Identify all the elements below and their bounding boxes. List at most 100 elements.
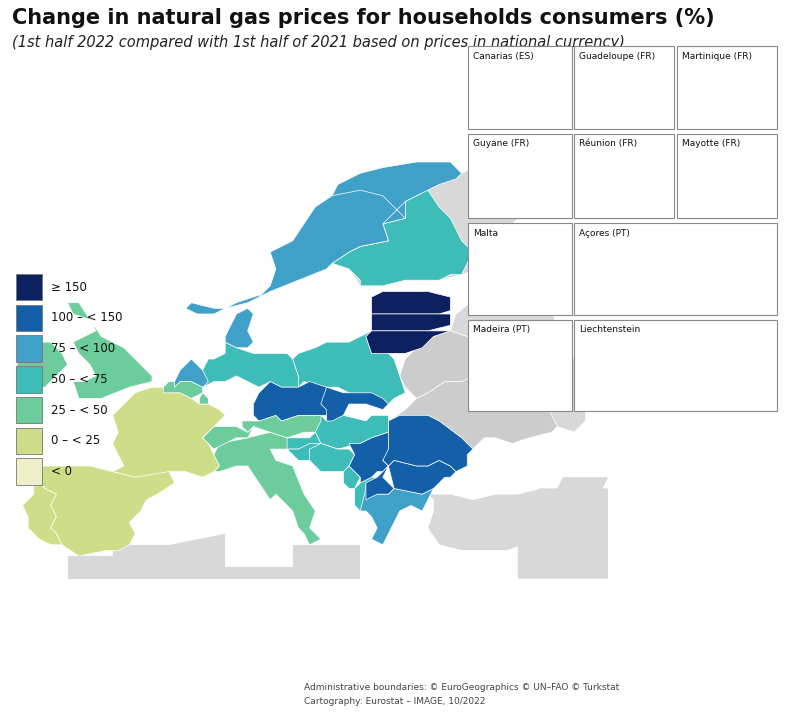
Ellipse shape: [489, 352, 542, 373]
Polygon shape: [287, 432, 321, 449]
Polygon shape: [293, 545, 360, 578]
Text: Açores (PT): Açores (PT): [579, 229, 630, 238]
Text: ≥ 150: ≥ 150: [51, 280, 87, 294]
Polygon shape: [163, 382, 202, 398]
Polygon shape: [197, 342, 304, 387]
Ellipse shape: [747, 265, 759, 272]
Ellipse shape: [738, 165, 756, 182]
Ellipse shape: [706, 162, 738, 190]
Polygon shape: [67, 556, 113, 567]
Polygon shape: [439, 415, 467, 438]
Text: Cartography: Eurostat – IMAGE, 10/2022: Cartography: Eurostat – IMAGE, 10/2022: [304, 697, 486, 706]
Ellipse shape: [526, 74, 538, 82]
Polygon shape: [202, 427, 254, 449]
Ellipse shape: [586, 263, 610, 275]
Ellipse shape: [527, 266, 542, 277]
Polygon shape: [321, 387, 389, 421]
Text: 0  100: 0 100: [472, 118, 494, 124]
Polygon shape: [225, 308, 254, 347]
Polygon shape: [310, 443, 354, 472]
Polygon shape: [343, 466, 360, 488]
Ellipse shape: [636, 72, 659, 85]
Ellipse shape: [599, 160, 650, 192]
Polygon shape: [389, 460, 456, 494]
Text: Réunion (FR): Réunion (FR): [579, 139, 638, 149]
Polygon shape: [22, 472, 62, 545]
Ellipse shape: [543, 362, 558, 374]
Text: 0  5: 0 5: [578, 400, 592, 406]
Text: Guyane (FR): Guyane (FR): [473, 139, 529, 149]
Text: < 0: < 0: [51, 465, 72, 478]
Text: 0  10: 0 10: [681, 207, 699, 213]
Polygon shape: [366, 477, 377, 488]
Text: Administrative boundaries: © EuroGeographics © UN–FAO © Turkstat: Administrative boundaries: © EuroGeograp…: [304, 683, 619, 692]
Polygon shape: [34, 466, 174, 556]
Ellipse shape: [690, 270, 709, 279]
Polygon shape: [67, 556, 293, 578]
Polygon shape: [349, 167, 586, 432]
Polygon shape: [400, 331, 495, 398]
Ellipse shape: [706, 72, 747, 104]
Polygon shape: [389, 376, 558, 449]
Text: 0  100: 0 100: [472, 207, 494, 213]
Ellipse shape: [710, 262, 726, 270]
Polygon shape: [254, 382, 349, 421]
Text: 0  20: 0 20: [472, 400, 490, 406]
Polygon shape: [113, 387, 225, 477]
Text: 0  20: 0 20: [681, 118, 698, 124]
Ellipse shape: [498, 77, 505, 84]
Ellipse shape: [553, 80, 560, 86]
Polygon shape: [371, 292, 450, 314]
Text: 0  20: 0 20: [578, 207, 596, 213]
Text: 50 – < 75: 50 – < 75: [51, 373, 108, 386]
Ellipse shape: [497, 256, 524, 276]
Polygon shape: [186, 162, 462, 314]
Polygon shape: [199, 393, 208, 404]
Text: 0  20: 0 20: [578, 118, 596, 124]
Polygon shape: [349, 432, 389, 483]
Polygon shape: [113, 533, 225, 578]
Text: 75 – < 100: 75 – < 100: [51, 342, 115, 355]
Text: Madeira (PT): Madeira (PT): [473, 325, 530, 335]
Ellipse shape: [614, 262, 629, 270]
Text: 25 – < 50: 25 – < 50: [51, 403, 108, 417]
Ellipse shape: [637, 267, 656, 276]
Polygon shape: [366, 331, 450, 353]
Polygon shape: [242, 415, 332, 438]
Polygon shape: [360, 483, 434, 545]
Text: Liechtenstein: Liechtenstein: [579, 325, 641, 335]
Text: (1st half 2022 compared with 1st half of 2021 based on prices in national curren: (1st half 2022 compared with 1st half of…: [12, 35, 625, 50]
Polygon shape: [214, 432, 321, 545]
Polygon shape: [354, 477, 377, 511]
Polygon shape: [552, 477, 608, 500]
Text: Mayotte (FR): Mayotte (FR): [682, 139, 740, 149]
Polygon shape: [428, 488, 552, 551]
Polygon shape: [366, 466, 394, 500]
Polygon shape: [174, 359, 208, 387]
Text: Canarias (ES): Canarias (ES): [473, 52, 534, 61]
Polygon shape: [287, 443, 354, 472]
Ellipse shape: [594, 70, 645, 100]
Text: Guadeloupe (FR): Guadeloupe (FR): [579, 52, 655, 61]
Text: Malta: Malta: [473, 229, 498, 238]
Polygon shape: [17, 342, 67, 387]
Text: 0  50: 0 50: [578, 304, 596, 310]
Polygon shape: [315, 415, 389, 449]
Ellipse shape: [629, 350, 664, 380]
Text: Martinique (FR): Martinique (FR): [682, 52, 752, 61]
Polygon shape: [371, 314, 450, 331]
Text: Change in natural gas prices for households consumers (%): Change in natural gas prices for househo…: [12, 7, 714, 27]
Polygon shape: [383, 415, 473, 472]
Ellipse shape: [511, 79, 519, 87]
Text: 0 – < 25: 0 – < 25: [51, 434, 101, 448]
Ellipse shape: [668, 265, 683, 272]
Polygon shape: [332, 190, 473, 286]
Polygon shape: [354, 342, 383, 347]
Polygon shape: [518, 488, 608, 578]
Text: 0  10: 0 10: [472, 304, 490, 310]
Polygon shape: [486, 157, 554, 190]
Polygon shape: [67, 302, 152, 398]
Text: 100 – < 150: 100 – < 150: [51, 311, 122, 325]
Polygon shape: [293, 331, 406, 410]
Ellipse shape: [482, 81, 491, 89]
